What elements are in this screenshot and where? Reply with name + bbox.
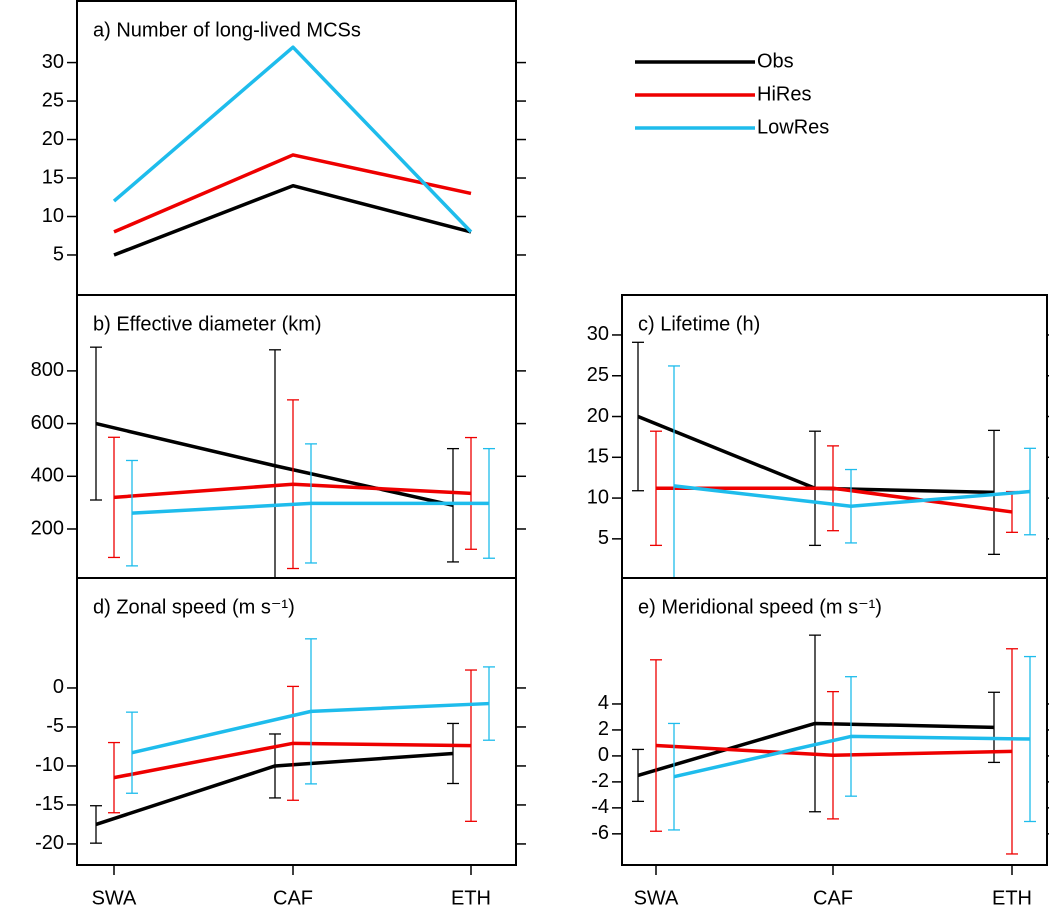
y-tick-label: -4: [591, 796, 609, 818]
y-tick-label: 30: [587, 323, 609, 345]
y-tick-label: 20: [587, 405, 609, 427]
error-bar: [126, 711, 138, 794]
y-tick-label: 15: [42, 166, 64, 188]
error-bar: [108, 436, 120, 559]
legend-entry: Obs: [635, 50, 794, 72]
error-bar: [632, 748, 644, 803]
error-bar: [845, 676, 857, 797]
legend-entry: HiRes: [635, 83, 811, 105]
y-tick-label: 5: [598, 527, 609, 549]
y-tick-label: 0: [598, 744, 609, 766]
error-bar: [447, 447, 459, 563]
panel-frame: [76, 0, 517, 296]
x-tick-label: SWA: [92, 887, 137, 909]
x-tick-label: ETH: [992, 887, 1032, 909]
error-bar: [845, 468, 857, 544]
panel-frame: [76, 294, 517, 579]
error-bar: [650, 430, 662, 547]
panel-title: c) Lifetime (h): [638, 313, 760, 335]
y-tick-label: 0: [53, 676, 64, 698]
panel-title: e) Meridional speed (m s⁻¹): [638, 596, 882, 618]
y-tick-label: -10: [35, 754, 64, 776]
panel-frame: [621, 577, 1048, 866]
error-bar: [483, 666, 495, 741]
error-bar: [1006, 648, 1018, 855]
plot-area: [112, 45, 473, 257]
panel-title: d) Zonal speed (m s⁻¹): [93, 596, 295, 618]
y-tick-label: 200: [31, 517, 64, 539]
series-line: [113, 153, 472, 234]
panel-title: b) Effective diameter (km): [93, 313, 322, 335]
error-bar: [650, 659, 662, 832]
error-bar: [126, 459, 138, 567]
y-tick-label: -20: [35, 832, 64, 854]
error-bar: [827, 690, 839, 820]
error-bar: [827, 445, 839, 532]
series-line: [113, 183, 472, 257]
plot-area: [632, 341, 1036, 578]
panel: d) Zonal speed (m s⁻¹) -20 -15 -10 -5 0 SWA CAF…: [35, 577, 526, 909]
error-bar: [269, 733, 281, 799]
y-tick-label: 5: [53, 243, 64, 265]
y-tick-label: 2: [598, 718, 609, 740]
legend-label: LowRes: [757, 116, 829, 138]
error-bar: [287, 399, 299, 570]
legend-label: Obs: [757, 50, 794, 72]
y-tick-label: 25: [42, 89, 64, 111]
error-bar: [1024, 447, 1036, 536]
x-tick-label: CAF: [273, 887, 313, 909]
panel: b) Effective diameter (km) 200 400 600 800: [31, 294, 526, 579]
error-bar: [90, 346, 102, 501]
series-line: [112, 45, 473, 234]
x-tick-label: ETH: [451, 887, 491, 909]
y-tick-label: 10: [42, 205, 64, 227]
y-tick-label: -15: [35, 793, 64, 815]
panel: c) Lifetime (h) 5 10 15 20 25 30: [587, 294, 1049, 579]
error-bar: [269, 349, 281, 578]
series-line: [637, 721, 995, 778]
y-tick-label: 600: [31, 412, 64, 434]
y-tick-label: -2: [591, 770, 609, 792]
y-tick-label: 400: [31, 465, 64, 487]
error-bar: [465, 669, 477, 822]
y-tick-label: 15: [587, 446, 609, 468]
legend-entry: LowRes: [635, 116, 829, 138]
error-bar: [1024, 655, 1036, 823]
y-tick-label: 20: [42, 128, 64, 150]
panel-title: a) Number of long-lived MCSs: [93, 19, 361, 41]
x-tick-label: CAF: [813, 887, 853, 909]
panel: a) Number of long-lived MCSs 5 10 15 20 25 30: [42, 0, 526, 296]
legend-label: HiRes: [757, 83, 811, 105]
plot-area: [90, 638, 495, 844]
error-bar: [632, 341, 644, 492]
error-bar: [809, 634, 821, 813]
error-bar: [447, 722, 459, 785]
error-bar: [988, 429, 1000, 555]
y-tick-label: -5: [46, 715, 64, 737]
error-bar: [465, 436, 477, 550]
panel-frame: [76, 577, 517, 866]
error-bar: [90, 805, 102, 844]
error-bar: [108, 741, 120, 814]
y-tick-label: 800: [31, 359, 64, 381]
error-bar: [287, 685, 299, 801]
plot-area: [90, 346, 495, 578]
y-tick-label: 10: [587, 486, 609, 508]
series-line: [637, 414, 995, 495]
plot-area: [632, 634, 1036, 855]
y-tick-label: 4: [598, 692, 609, 714]
error-bar: [305, 443, 317, 564]
error-bar: [305, 638, 317, 785]
y-tick-label: 25: [587, 364, 609, 386]
x-tick-label: SWA: [634, 887, 679, 909]
error-bar: [668, 722, 680, 831]
panel: e) Meridional speed (m s⁻¹) -6 -4 -2 0 2 4 SWA C…: [591, 577, 1049, 909]
error-bar: [668, 365, 680, 578]
error-bar: [483, 447, 495, 559]
y-tick-label: -6: [591, 822, 609, 844]
y-tick-label: 30: [42, 51, 64, 73]
